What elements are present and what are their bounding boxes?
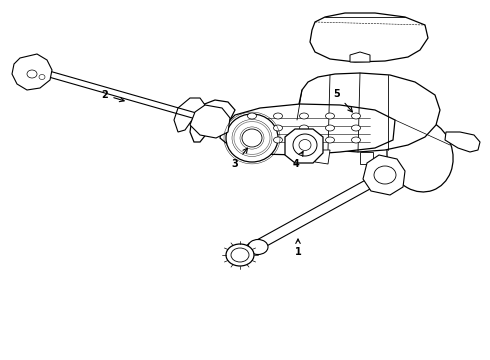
- Ellipse shape: [226, 114, 278, 162]
- Ellipse shape: [273, 113, 283, 119]
- Ellipse shape: [247, 113, 256, 119]
- Ellipse shape: [273, 137, 283, 143]
- Polygon shape: [310, 13, 428, 62]
- Text: 3: 3: [232, 148, 247, 169]
- Polygon shape: [297, 73, 440, 152]
- Ellipse shape: [273, 125, 283, 131]
- Ellipse shape: [247, 125, 256, 131]
- Text: 5: 5: [334, 89, 352, 112]
- Polygon shape: [315, 150, 330, 164]
- Ellipse shape: [325, 137, 335, 143]
- Ellipse shape: [351, 125, 361, 131]
- Polygon shape: [174, 98, 205, 132]
- Polygon shape: [360, 152, 373, 164]
- Text: 4: 4: [293, 152, 303, 169]
- Text: 6: 6: [0, 359, 1, 360]
- Ellipse shape: [226, 244, 254, 266]
- Polygon shape: [190, 105, 230, 138]
- Ellipse shape: [325, 113, 335, 119]
- Ellipse shape: [242, 129, 262, 147]
- Polygon shape: [445, 132, 480, 152]
- Ellipse shape: [293, 134, 317, 156]
- Polygon shape: [363, 155, 405, 195]
- Text: 6: 6: [0, 359, 1, 360]
- Ellipse shape: [299, 137, 309, 143]
- Polygon shape: [285, 129, 323, 163]
- Polygon shape: [190, 100, 235, 142]
- Ellipse shape: [299, 113, 309, 119]
- Text: 1: 1: [294, 239, 301, 257]
- Polygon shape: [220, 104, 395, 155]
- Ellipse shape: [387, 118, 453, 192]
- Ellipse shape: [234, 122, 270, 154]
- Polygon shape: [350, 52, 370, 62]
- Ellipse shape: [325, 125, 335, 131]
- Text: 2: 2: [101, 90, 124, 102]
- Ellipse shape: [374, 166, 396, 184]
- Ellipse shape: [299, 125, 309, 131]
- Ellipse shape: [27, 70, 37, 78]
- Polygon shape: [12, 54, 52, 90]
- Ellipse shape: [351, 113, 361, 119]
- Ellipse shape: [299, 140, 311, 150]
- Ellipse shape: [247, 137, 256, 143]
- Ellipse shape: [231, 248, 249, 262]
- Ellipse shape: [248, 239, 268, 255]
- Ellipse shape: [39, 75, 45, 80]
- Ellipse shape: [351, 137, 361, 143]
